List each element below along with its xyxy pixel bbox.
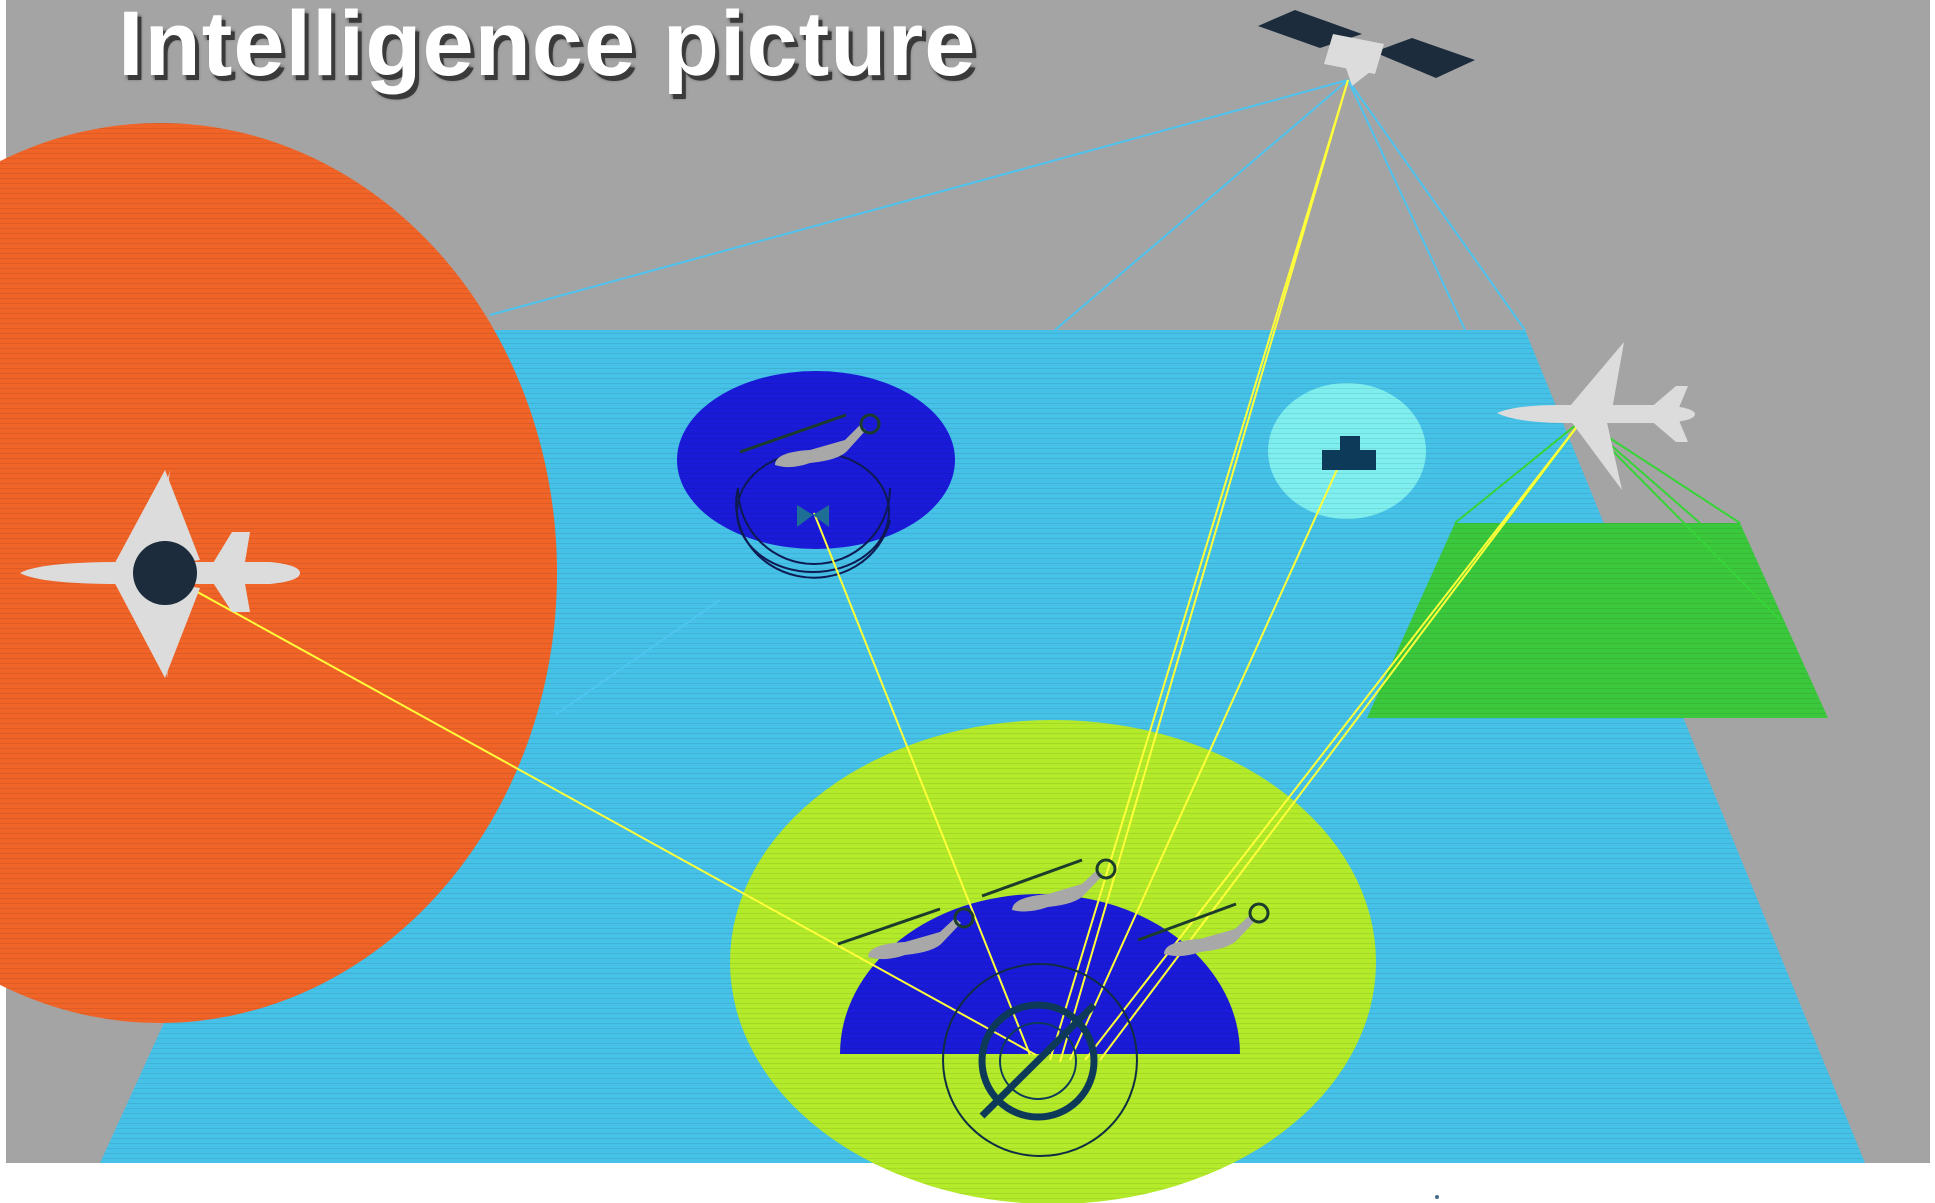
enemy-aircraft-icon bbox=[20, 470, 300, 678]
speck bbox=[1435, 1195, 1439, 1199]
helicopter-icon bbox=[1137, 902, 1270, 957]
helicopter-icon bbox=[981, 858, 1117, 912]
sensor-footprint bbox=[1367, 419, 1828, 718]
helicopter-icon bbox=[837, 907, 975, 960]
radar-icon bbox=[942, 963, 1138, 1157]
satellite-links bbox=[489, 79, 1526, 716]
helicopter-icon bbox=[739, 413, 881, 468]
naval-vessel-icon bbox=[1322, 436, 1376, 470]
satellite-icon bbox=[1258, 10, 1475, 86]
surveillance-aircraft-icon bbox=[1497, 342, 1695, 490]
page-title: Intelligence picture bbox=[118, 0, 977, 95]
command-post-icon bbox=[797, 505, 829, 527]
